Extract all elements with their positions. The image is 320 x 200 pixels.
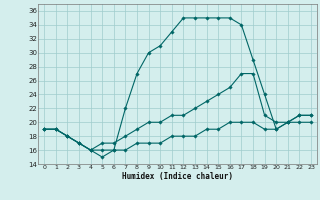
X-axis label: Humidex (Indice chaleur): Humidex (Indice chaleur): [122, 172, 233, 181]
